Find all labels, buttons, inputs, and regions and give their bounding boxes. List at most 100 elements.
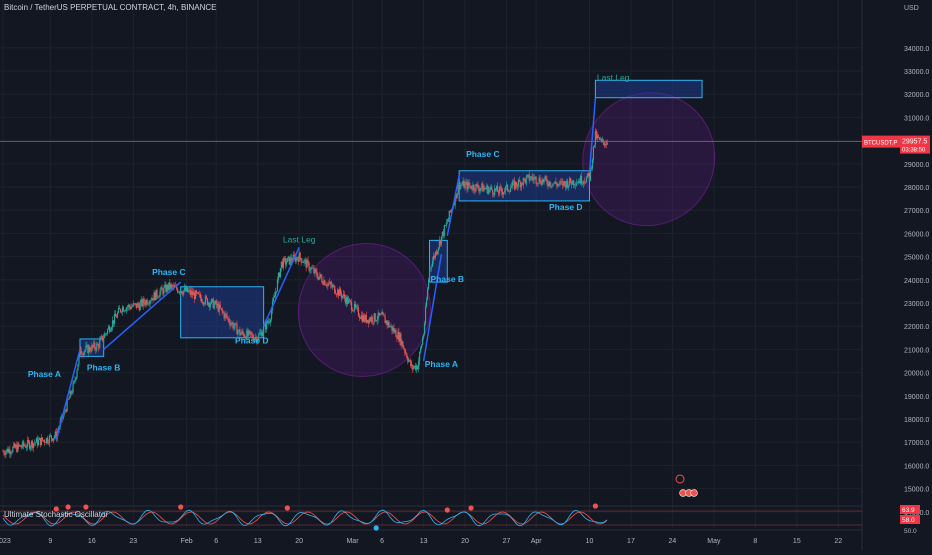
candle-body <box>395 330 397 337</box>
candle-body <box>257 340 259 343</box>
candle-body <box>440 236 442 245</box>
candle-body <box>218 304 220 312</box>
candle-body <box>26 447 28 448</box>
candle-body <box>320 274 322 278</box>
candle-body <box>158 296 160 298</box>
candle-body <box>458 185 460 190</box>
candle-body <box>116 312 119 318</box>
candle-body <box>388 321 390 327</box>
candle-body <box>541 179 543 185</box>
candle-body <box>306 260 308 268</box>
candle-body <box>310 267 312 271</box>
candle-body <box>603 142 605 146</box>
candle-body <box>579 175 582 184</box>
candle-body <box>72 383 74 393</box>
candle-body <box>583 181 586 183</box>
candle-body <box>527 174 529 176</box>
candle-body <box>242 331 244 334</box>
candle-body <box>559 181 561 185</box>
candle-body <box>412 364 414 369</box>
candle-body <box>283 258 285 259</box>
candle-body <box>331 284 333 288</box>
candle-body <box>12 447 14 452</box>
candle-body <box>576 182 578 186</box>
candle-body <box>525 176 527 184</box>
candle-body <box>427 279 430 289</box>
candle-body <box>507 190 510 192</box>
candle-body <box>382 312 384 315</box>
candle-body <box>7 448 9 453</box>
candle-body <box>361 314 363 322</box>
phase-label: Phase D <box>549 202 583 212</box>
candle-body <box>447 219 449 222</box>
phase-label: Phase A <box>425 359 458 369</box>
x-tick-label: 9 <box>48 538 52 545</box>
candle-body <box>372 321 374 323</box>
candle-body <box>377 312 379 320</box>
candle-body <box>335 293 337 295</box>
candle-body <box>332 285 334 288</box>
candle-body <box>585 177 588 183</box>
candle-body <box>580 175 583 184</box>
candle-body <box>260 331 262 334</box>
candle-body <box>408 360 410 362</box>
candle-body <box>598 137 600 140</box>
candle-body <box>364 315 366 322</box>
y-tick-label: 15000.0 <box>904 487 929 494</box>
candle-body <box>401 341 403 346</box>
trend-line <box>103 281 182 350</box>
candle-body <box>74 379 76 381</box>
candle-body <box>328 283 330 285</box>
candle-body <box>191 291 194 296</box>
x-tick-label: 20 <box>295 538 303 545</box>
phase-label: Phase B <box>87 362 121 372</box>
candle-body <box>216 303 218 306</box>
candle-body <box>577 182 579 184</box>
candle-body <box>445 222 447 226</box>
candle-body <box>512 180 515 182</box>
candle-body <box>270 310 273 320</box>
candle-body <box>605 144 607 145</box>
candle-body <box>441 231 443 237</box>
candle-body <box>418 360 420 370</box>
candle-body <box>189 289 192 295</box>
candle-body <box>31 441 34 448</box>
candle-body <box>51 438 53 441</box>
candle-body <box>206 298 208 305</box>
candle-body <box>236 323 238 335</box>
y-tick-label: 25000.0 <box>904 255 929 262</box>
candle-body <box>558 184 560 185</box>
candle-body <box>119 309 122 312</box>
candle-body <box>92 345 94 347</box>
candle-body <box>97 343 99 345</box>
candle-body <box>252 334 254 338</box>
candle-body <box>500 188 503 192</box>
candle-body <box>307 260 309 263</box>
candle-body <box>127 305 129 308</box>
candle-body <box>131 306 133 307</box>
candle-body <box>515 182 518 187</box>
candle-body <box>518 180 520 182</box>
oscillator-signal-dot <box>444 507 450 513</box>
candle-body <box>442 231 444 236</box>
candle-body <box>581 183 584 185</box>
x-tick-label: 15 <box>793 538 801 545</box>
candle-body <box>217 303 219 312</box>
candle-body <box>478 188 480 192</box>
candle-body <box>48 435 50 444</box>
candle-body <box>522 178 524 185</box>
candle-body <box>42 440 45 441</box>
candle-body <box>391 325 393 331</box>
candle-body <box>123 310 126 312</box>
candle-body <box>496 186 498 191</box>
candle-body <box>195 290 198 294</box>
candle-body <box>366 319 368 323</box>
candle-body <box>565 183 567 188</box>
candle-body <box>293 254 295 257</box>
candle-body <box>76 370 78 378</box>
candle-body <box>25 445 27 448</box>
candle-body <box>443 225 445 236</box>
candle-body <box>102 335 104 341</box>
candle-body <box>389 326 391 327</box>
